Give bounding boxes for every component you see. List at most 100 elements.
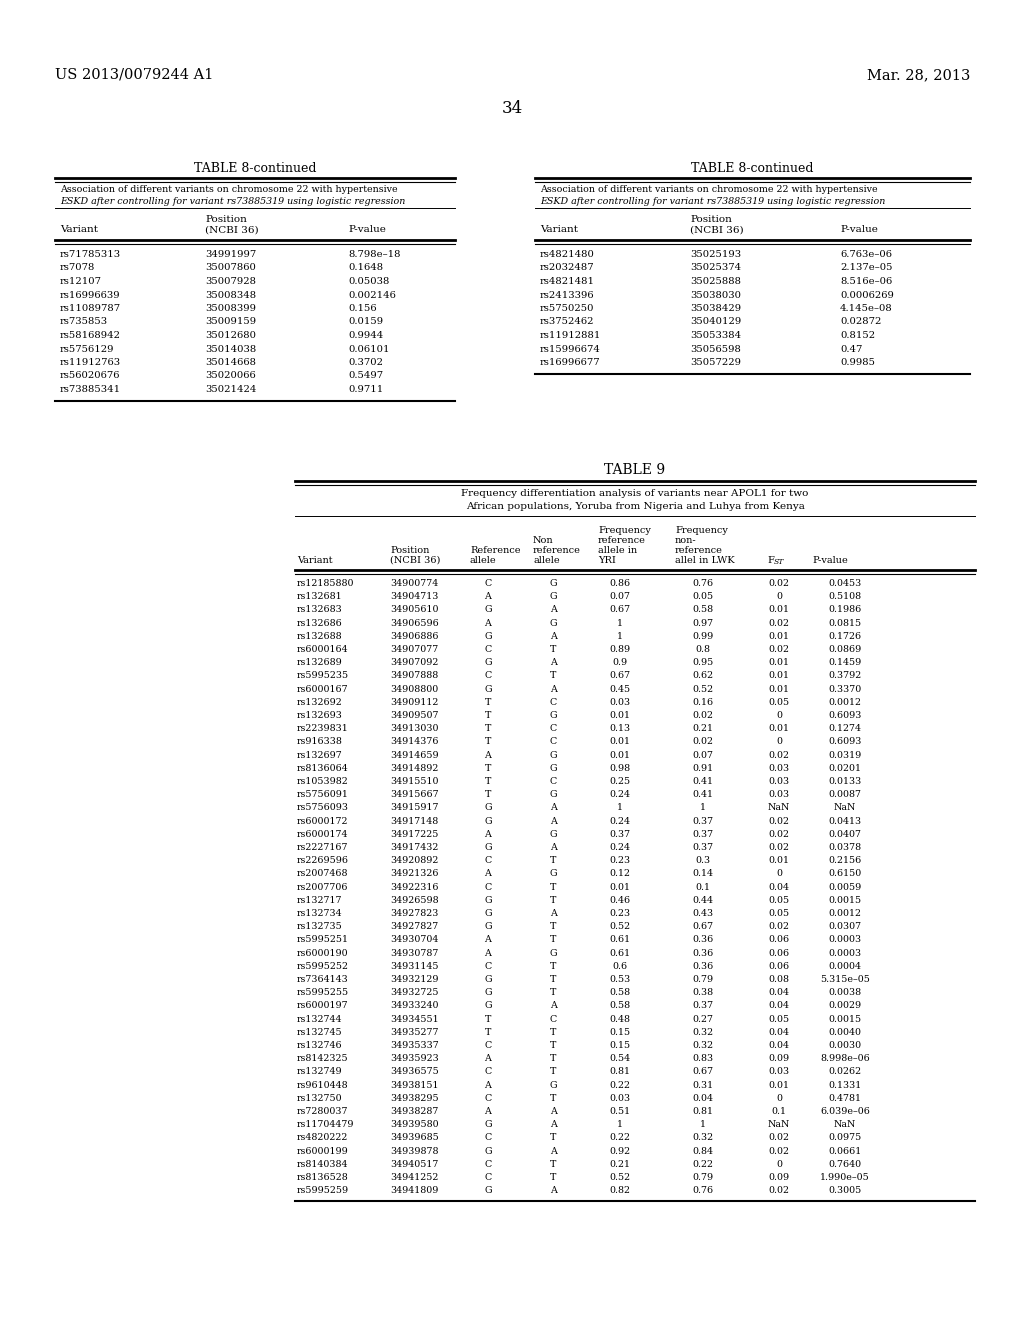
Text: 0.09: 0.09 — [768, 1055, 790, 1063]
Text: T: T — [550, 896, 556, 904]
Text: 0.6150: 0.6150 — [828, 870, 861, 878]
Text: (NCBI 36): (NCBI 36) — [205, 226, 259, 235]
Text: 0.12: 0.12 — [609, 870, 631, 878]
Text: rs11912763: rs11912763 — [60, 358, 121, 367]
Text: T: T — [550, 1094, 556, 1102]
Text: rs5756091: rs5756091 — [297, 791, 349, 799]
Text: A: A — [550, 804, 556, 812]
Text: 0.38: 0.38 — [692, 989, 714, 997]
Text: 8.516e–06: 8.516e–06 — [840, 277, 892, 286]
Text: 0.37: 0.37 — [692, 830, 714, 838]
Text: 0.0201: 0.0201 — [828, 764, 861, 772]
Text: 0.3005: 0.3005 — [828, 1187, 861, 1195]
Text: A: A — [550, 1147, 556, 1155]
Text: rs6000197: rs6000197 — [297, 1002, 348, 1010]
Text: 0.1648: 0.1648 — [348, 264, 383, 272]
Text: 0.51: 0.51 — [609, 1107, 631, 1115]
Text: 0.31: 0.31 — [692, 1081, 714, 1089]
Text: 0.1331: 0.1331 — [828, 1081, 861, 1089]
Text: 0.02: 0.02 — [768, 830, 790, 838]
Text: G: G — [484, 1002, 492, 1010]
Text: T: T — [484, 791, 492, 799]
Text: T: T — [484, 777, 492, 785]
Text: T: T — [484, 738, 492, 746]
Text: C: C — [484, 579, 492, 587]
Text: 0.02: 0.02 — [768, 579, 790, 587]
Text: 34909112: 34909112 — [390, 698, 438, 706]
Text: rs132686: rs132686 — [297, 619, 343, 627]
Text: 34935277: 34935277 — [390, 1028, 438, 1036]
Text: reference: reference — [534, 546, 581, 554]
Text: rs7078: rs7078 — [60, 264, 95, 272]
Text: 34917225: 34917225 — [390, 830, 438, 838]
Text: 34909507: 34909507 — [390, 711, 438, 719]
Text: C: C — [484, 883, 492, 891]
Text: 34939685: 34939685 — [390, 1134, 438, 1142]
Text: 0.9985: 0.9985 — [840, 358, 874, 367]
Text: T: T — [550, 1055, 556, 1063]
Text: 0.0413: 0.0413 — [828, 817, 861, 825]
Text: 0.02: 0.02 — [768, 843, 790, 851]
Text: T: T — [550, 1173, 556, 1181]
Text: 0.47: 0.47 — [840, 345, 862, 354]
Text: rs3752462: rs3752462 — [540, 318, 595, 326]
Text: 34920892: 34920892 — [390, 857, 438, 865]
Text: 0.0159: 0.0159 — [348, 318, 383, 326]
Text: G: G — [484, 843, 492, 851]
Text: 34934551: 34934551 — [390, 1015, 438, 1023]
Text: Position: Position — [205, 215, 247, 224]
Text: 0.01: 0.01 — [768, 632, 790, 640]
Text: rs6000172: rs6000172 — [297, 817, 348, 825]
Text: 0.52: 0.52 — [609, 923, 631, 931]
Text: T: T — [484, 1028, 492, 1036]
Text: 0.0133: 0.0133 — [828, 777, 861, 785]
Text: 0.22: 0.22 — [609, 1081, 631, 1089]
Text: 35014668: 35014668 — [205, 358, 256, 367]
Text: A: A — [550, 817, 556, 825]
Text: rs132689: rs132689 — [297, 659, 343, 667]
Text: rs5756129: rs5756129 — [60, 345, 115, 354]
Text: ESKD after controlling for variant rs73885319 using logistic regression: ESKD after controlling for variant rs738… — [60, 197, 406, 206]
Text: 35040129: 35040129 — [690, 318, 741, 326]
Text: 0.15: 0.15 — [609, 1028, 631, 1036]
Text: 1: 1 — [617, 619, 623, 627]
Text: rs132745: rs132745 — [297, 1028, 343, 1036]
Text: A: A — [550, 606, 556, 614]
Text: 34938287: 34938287 — [390, 1107, 438, 1115]
Text: 34933240: 34933240 — [390, 1002, 438, 1010]
Text: 0.03: 0.03 — [768, 764, 790, 772]
Text: 0.37: 0.37 — [692, 843, 714, 851]
Text: Position: Position — [690, 215, 732, 224]
Text: C: C — [549, 725, 557, 733]
Text: G: G — [484, 1121, 492, 1129]
Text: 34915917: 34915917 — [390, 804, 438, 812]
Text: rs4820222: rs4820222 — [297, 1134, 348, 1142]
Text: rs6000174: rs6000174 — [297, 830, 348, 838]
Text: 35007928: 35007928 — [205, 277, 256, 286]
Text: T: T — [550, 936, 556, 944]
Text: 0.05: 0.05 — [692, 593, 714, 601]
Text: T: T — [550, 857, 556, 865]
Text: C: C — [484, 962, 492, 970]
Text: 0.6093: 0.6093 — [828, 711, 861, 719]
Text: 34922316: 34922316 — [390, 883, 438, 891]
Text: 0.61: 0.61 — [609, 936, 631, 944]
Text: rs6000167: rs6000167 — [297, 685, 348, 693]
Text: 35009159: 35009159 — [205, 318, 256, 326]
Text: 34904713: 34904713 — [390, 593, 438, 601]
Text: 0.36: 0.36 — [692, 962, 714, 970]
Text: G: G — [484, 817, 492, 825]
Text: 0.01: 0.01 — [609, 883, 631, 891]
Text: A: A — [550, 659, 556, 667]
Text: 0.48: 0.48 — [609, 1015, 631, 1023]
Text: 35053384: 35053384 — [690, 331, 741, 341]
Text: 34906596: 34906596 — [390, 619, 438, 627]
Text: 0.0661: 0.0661 — [828, 1147, 861, 1155]
Text: 0: 0 — [776, 711, 782, 719]
Text: rs4821480: rs4821480 — [540, 249, 595, 259]
Text: 34932725: 34932725 — [390, 989, 438, 997]
Text: A: A — [484, 870, 492, 878]
Text: rs8136064: rs8136064 — [297, 764, 349, 772]
Text: 0.06: 0.06 — [768, 962, 790, 970]
Text: 0.07: 0.07 — [692, 751, 714, 759]
